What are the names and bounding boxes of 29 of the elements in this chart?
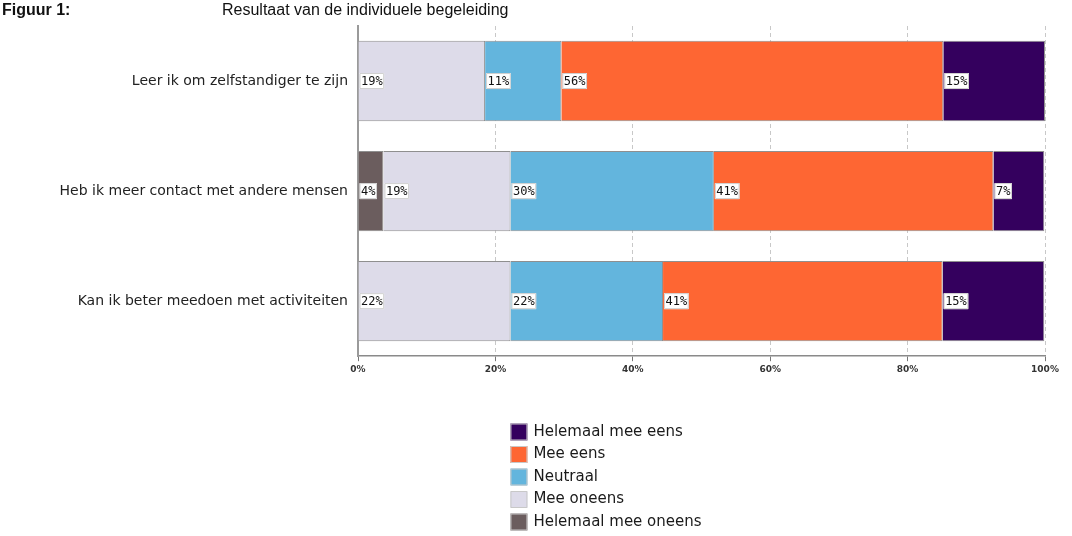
data-label: 19% <box>361 73 384 88</box>
x-tick-label: 100% <box>1031 363 1059 374</box>
x-tick-label: 60% <box>759 363 781 374</box>
data-label: 7% <box>995 183 1012 198</box>
data-label: 22% <box>361 293 384 308</box>
legend-label: Helemaal mee oneens <box>533 511 702 530</box>
x-tick-label: 20% <box>484 363 507 374</box>
data-label: 41% <box>716 183 739 198</box>
data-label: 15% <box>945 73 969 88</box>
data-label: 15% <box>945 293 968 308</box>
legend-label: Mee eens <box>533 444 606 463</box>
text: Figuur 1: <box>2 1 71 19</box>
data-label: 56% <box>563 73 587 88</box>
x-tick-label: 80% <box>896 363 919 374</box>
legend-label: Mee oneens <box>533 489 625 508</box>
chart-subtitle: Resultaat van de individuele begeleiding <box>222 1 509 19</box>
y-tick-label: Heb ik meer contact met andere mensen <box>59 181 348 198</box>
x-tick-label: 40% <box>622 363 644 374</box>
data-label: 22% <box>513 293 536 308</box>
y-tick-label: Kan ik beter meedoen met activiteiten <box>77 291 348 308</box>
data-label: 19% <box>385 183 409 198</box>
data-label: 11% <box>487 73 511 88</box>
data-label: 41% <box>665 293 688 308</box>
data-label: 4% <box>361 183 377 198</box>
legend-label: Neutraal <box>533 466 598 485</box>
y-tick-label: Leer ik om zelfstandiger te zijn <box>131 71 348 88</box>
data-label: 30% <box>513 183 536 198</box>
legend-label: Helemaal mee eens <box>533 421 684 440</box>
x-tick-label: 0% <box>350 363 366 374</box>
